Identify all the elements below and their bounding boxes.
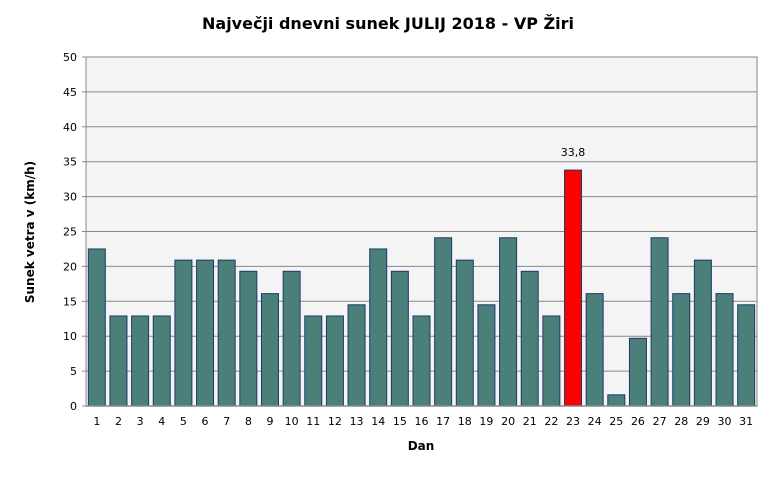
- x-tick-label: 5: [180, 415, 187, 428]
- x-tick-label: 30: [718, 415, 732, 428]
- x-tick-label: 16: [415, 415, 429, 428]
- bar-day-21: [520, 270, 539, 407]
- bar-day-29: [693, 259, 712, 407]
- y-tick-label: 15: [63, 295, 77, 308]
- bar-day-9: [260, 293, 279, 407]
- x-tick-label: 22: [544, 415, 558, 428]
- x-tick-label: 15: [393, 415, 407, 428]
- bar-day-10: [282, 270, 301, 407]
- bar-day-18: [455, 259, 474, 407]
- y-tick-label: 40: [63, 121, 77, 134]
- y-tick-label: 50: [63, 51, 77, 64]
- x-tick-label: 26: [631, 415, 645, 428]
- x-tick-label: 28: [674, 415, 688, 428]
- x-tick-label: 8: [245, 415, 252, 428]
- x-tick-label: 12: [328, 415, 342, 428]
- chart-title: Največji dnevni sunek JULIJ 2018 - VP Ži…: [202, 14, 574, 33]
- bar-day-5: [174, 259, 193, 407]
- x-tick-label: 17: [436, 415, 450, 428]
- bar-day-13: [347, 304, 366, 407]
- bar-day-16: [412, 315, 431, 407]
- x-tick-label: 19: [479, 415, 493, 428]
- x-tick-label: 3: [137, 415, 144, 428]
- bar-day-25: [607, 394, 626, 407]
- x-tick-label: 1: [93, 415, 100, 428]
- bar-day-1: [87, 248, 106, 407]
- x-tick-label: 27: [653, 415, 667, 428]
- bar-day-26: [628, 337, 647, 407]
- x-tick-label: 20: [501, 415, 515, 428]
- x-tick-label: 11: [306, 415, 320, 428]
- bar-day-6: [196, 259, 215, 407]
- y-tick-label: 45: [63, 86, 77, 99]
- bar-day-28: [672, 293, 691, 407]
- bar-day-15: [390, 270, 409, 407]
- y-tick-label: 10: [63, 330, 77, 343]
- bar-day-17: [434, 237, 453, 407]
- x-tick-label: 7: [223, 415, 230, 428]
- x-tick-label: 31: [739, 415, 753, 428]
- y-tick-label: 35: [63, 156, 77, 169]
- y-tick-label: 5: [70, 365, 77, 378]
- x-tick-label: 21: [523, 415, 537, 428]
- x-tick-label: 29: [696, 415, 710, 428]
- y-tick-label: 25: [63, 226, 77, 239]
- x-tick-label: 2: [115, 415, 122, 428]
- bar-day-27: [650, 237, 669, 407]
- y-axis-label: Sunek vetra v (km/h): [23, 161, 37, 303]
- data-label: 33,8: [561, 146, 586, 159]
- x-tick-label: 13: [350, 415, 364, 428]
- bar-day-12: [325, 315, 344, 407]
- x-tick-label: 25: [609, 415, 623, 428]
- x-tick-label: 14: [371, 415, 385, 428]
- x-tick-label: 4: [158, 415, 165, 428]
- x-tick-label: 24: [588, 415, 602, 428]
- bar-day-31: [737, 304, 756, 407]
- y-tick-label: 0: [70, 400, 77, 413]
- bar-day-8: [239, 270, 258, 407]
- bar-day-30: [715, 293, 734, 407]
- bar-day-3: [131, 315, 150, 407]
- bar-day-14: [369, 248, 388, 407]
- bar-day-20: [499, 237, 518, 407]
- x-tick-label: 10: [285, 415, 299, 428]
- x-tick-label: 9: [266, 415, 273, 428]
- x-tick-label: 18: [458, 415, 472, 428]
- y-tick-label: 20: [63, 260, 77, 273]
- bar-day-19: [477, 304, 496, 407]
- bar-day-2: [109, 315, 128, 407]
- y-tick-label: 30: [63, 191, 77, 204]
- bar-day-22: [542, 315, 561, 407]
- bar-day-11: [304, 315, 323, 407]
- bar-day-24: [585, 293, 604, 407]
- bar-day-23: [564, 169, 583, 407]
- x-axis-label: Dan: [408, 439, 435, 453]
- bar-day-4: [152, 315, 171, 407]
- x-tick-label: 23: [566, 415, 580, 428]
- bar-day-7: [217, 259, 236, 407]
- x-tick-label: 6: [202, 415, 209, 428]
